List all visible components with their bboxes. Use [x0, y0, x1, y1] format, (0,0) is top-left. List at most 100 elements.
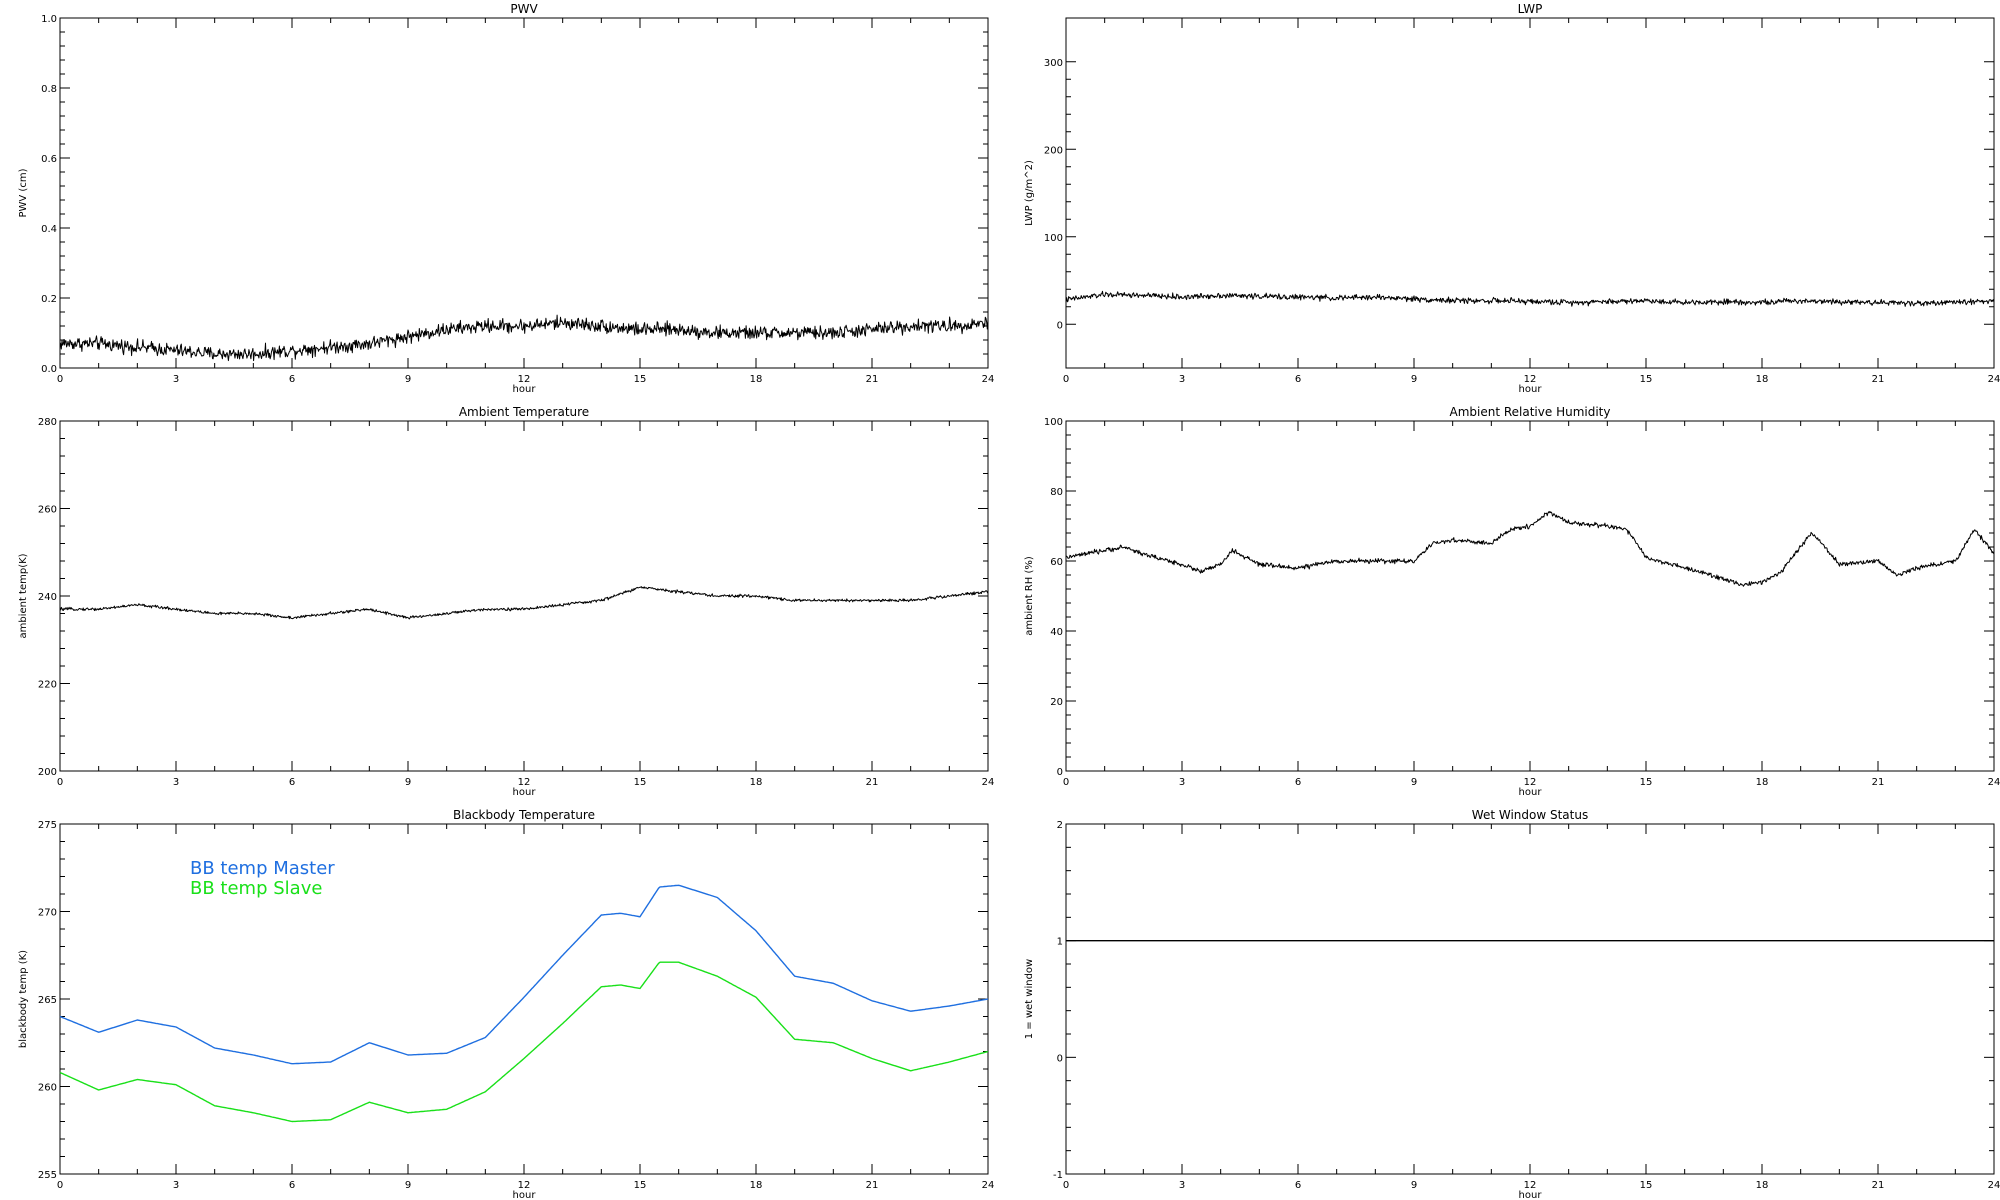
lwp-x-tick-label: 18 [1756, 374, 1769, 385]
pwv-series-0-line [59, 314, 989, 362]
pwv-x-tick-label: 6 [289, 374, 295, 385]
pwv-y-tick-label: 0.4 [41, 224, 57, 235]
lwp-y-tick-label: 0 [1057, 320, 1063, 331]
wet-window-status-x-tick-label: 9 [1411, 1180, 1417, 1191]
ambient-relative-humidity-y-tick-label: 0 [1057, 767, 1063, 778]
ambient-temperature-x-tick-label: 24 [982, 777, 995, 788]
lwp-y-axis-label: LWP (g/m^2) [1024, 160, 1035, 226]
ambient-relative-humidity-x-tick-label: 0 [1063, 777, 1069, 788]
ambient-relative-humidity-x-tick-label: 18 [1756, 777, 1769, 788]
blackbody-temperature-x-tick-label: 6 [289, 1180, 295, 1191]
blackbody-temperature-x-tick-label: 18 [750, 1180, 763, 1191]
wet-window-status-x-tick-label: 21 [1872, 1180, 1885, 1191]
blackbody-temperature-series-bb-temp-slave-line [59, 961, 989, 1123]
ambient-temperature-x-tick-label: 21 [866, 777, 879, 788]
ambient-temperature-x-tick-label: 12 [518, 777, 531, 788]
lwp-y-tick-label: 300 [1044, 58, 1063, 69]
pwv-chart: PWV 0 3 6 9 12 15 18 21 24 hour 0.0 0.2 0.4 0.6 0.8 1.0 P… [18, 2, 994, 395]
ambient-temperature-x-tick-label: 15 [634, 777, 647, 788]
blackbody-temperature-x-tick-label: 12 [518, 1180, 531, 1191]
blackbody-temperature-y-tick-label: 270 [38, 908, 57, 919]
blackbody-temperature-x-tick-label: 3 [173, 1180, 179, 1191]
ambient-temperature-y-tick-label: 200 [38, 767, 57, 778]
legend-entry-bb-temp-slave: BB temp Slave [190, 878, 322, 899]
lwp-series-0-line [1065, 290, 1995, 307]
wet-window-status-title: Wet Window Status [1472, 808, 1588, 822]
blackbody-temperature-chart: Blackbody Temperature 0 3 6 9 12 15 18 21 24 hour 2… [18, 808, 994, 1200]
pwv-title: PWV [510, 2, 538, 16]
wet-window-status-x-tick-label: 6 [1295, 1180, 1301, 1191]
ambient-relative-humidity-x-tick-label: 12 [1524, 777, 1537, 788]
pwv-y-axis-label: PWV (cm) [18, 168, 29, 217]
pwv-y-tick-label: 0.2 [41, 294, 57, 305]
lwp-x-tick-label: 6 [1295, 374, 1301, 385]
ambient-temperature-x-tick-label: 3 [173, 777, 179, 788]
ambient-temperature-x-tick-label: 0 [57, 777, 63, 788]
lwp-x-tick-label: 9 [1411, 374, 1417, 385]
ambient-relative-humidity-x-tick-label: 3 [1179, 777, 1185, 788]
ambient-temperature-x-tick-label: 9 [405, 777, 411, 788]
blackbody-temperature-x-tick-label: 0 [57, 1180, 63, 1191]
blackbody-temperature-y-tick-label: 275 [38, 820, 57, 831]
lwp-x-tick-label: 21 [1872, 374, 1885, 385]
wet-window-status-y-tick-label: 1 [1057, 937, 1063, 948]
ambient-temperature-x-tick-label: 6 [289, 777, 295, 788]
ambient-relative-humidity-x-axis-label: hour [1519, 787, 1543, 798]
blackbody-temperature-title: Blackbody Temperature [453, 808, 595, 822]
ambient-temperature-y-tick-label: 260 [38, 505, 57, 516]
ambient-relative-humidity-series-0-line [1065, 510, 1995, 587]
ambient-relative-humidity-chart: Ambient Relative Humidity 0 3 6 9 12 15 18 21 24 h… [1024, 405, 2000, 798]
ambient-relative-humidity-title: Ambient Relative Humidity [1450, 405, 1611, 419]
lwp-x-axis-label: hour [1519, 384, 1543, 395]
lwp-y-tick-label: 200 [1044, 145, 1063, 156]
blackbody-temperature-x-tick-label: 24 [982, 1180, 995, 1191]
ambient-relative-humidity-x-tick-label: 9 [1411, 777, 1417, 788]
ambient-relative-humidity-y-tick-label: 60 [1050, 557, 1063, 568]
ambient-relative-humidity-y-axis-label: ambient RH (%) [1024, 556, 1035, 636]
pwv-x-tick-label: 15 [634, 374, 647, 385]
wet-window-status-x-tick-label: 12 [1524, 1180, 1537, 1191]
ambient-relative-humidity-x-tick-label: 6 [1295, 777, 1301, 788]
lwp-x-tick-label: 0 [1063, 374, 1069, 385]
ambient-temperature-y-tick-label: 240 [38, 592, 57, 603]
wet-window-status-y-tick-label: 0 [1057, 1053, 1063, 1064]
lwp-x-tick-label: 15 [1640, 374, 1653, 385]
ambient-relative-humidity-x-tick-label: 21 [1872, 777, 1885, 788]
wet-window-status-x-axis-label: hour [1519, 1190, 1543, 1200]
ambient-relative-humidity-x-tick-label: 15 [1640, 777, 1653, 788]
blackbody-temperature-x-tick-label: 21 [866, 1180, 879, 1191]
blackbody-temperature-x-tick-label: 15 [634, 1180, 647, 1191]
blackbody-temperature-y-axis-label: blackbody temp (K) [18, 950, 29, 1048]
legend-entry-bb-temp-master: BB temp Master [190, 858, 335, 879]
lwp-title: LWP [1518, 2, 1543, 16]
ambient-temperature-title: Ambient Temperature [459, 405, 589, 419]
ambient-temperature-chart: Ambient Temperature 0 3 6 9 12 15 18 21 24 hour 200… [18, 405, 994, 798]
pwv-y-tick-label: 0.8 [41, 84, 57, 95]
lwp-x-tick-label: 24 [1988, 374, 2000, 385]
pwv-x-axis-label: hour [513, 384, 537, 395]
wet-window-status-x-tick-label: 3 [1179, 1180, 1185, 1191]
wet-window-status-y-tick-label: -1 [1053, 1170, 1063, 1181]
lwp-x-tick-label: 3 [1179, 374, 1185, 385]
ambient-relative-humidity-y-tick-label: 100 [1044, 417, 1063, 428]
ambient-relative-humidity-y-tick-label: 80 [1050, 487, 1063, 498]
ambient-relative-humidity-y-tick-label: 40 [1050, 627, 1063, 638]
lwp-x-tick-label: 12 [1524, 374, 1537, 385]
pwv-x-tick-label: 18 [750, 374, 763, 385]
blackbody-temperature-x-tick-label: 9 [405, 1180, 411, 1191]
pwv-x-tick-label: 24 [982, 374, 995, 385]
blackbody-temperature-y-tick-label: 260 [38, 1083, 57, 1094]
ambient-temperature-x-tick-label: 18 [750, 777, 763, 788]
wet-window-status-x-tick-label: 15 [1640, 1180, 1653, 1191]
wet-window-status-y-axis-label: 1 = wet window [1024, 959, 1035, 1039]
blackbody-temperature-series-bb-temp-master-line [59, 884, 989, 1065]
wet-window-status-x-tick-label: 0 [1063, 1180, 1069, 1191]
pwv-x-tick-label: 0 [57, 374, 63, 385]
ambient-temperature-y-axis-label: ambient temp(K) [18, 553, 29, 638]
lwp-y-tick-label: 100 [1044, 233, 1063, 244]
pwv-y-tick-label: 0.6 [41, 154, 57, 165]
wet-window-status-x-tick-label: 18 [1756, 1180, 1769, 1191]
ambient-relative-humidity-x-tick-label: 24 [1988, 777, 2000, 788]
